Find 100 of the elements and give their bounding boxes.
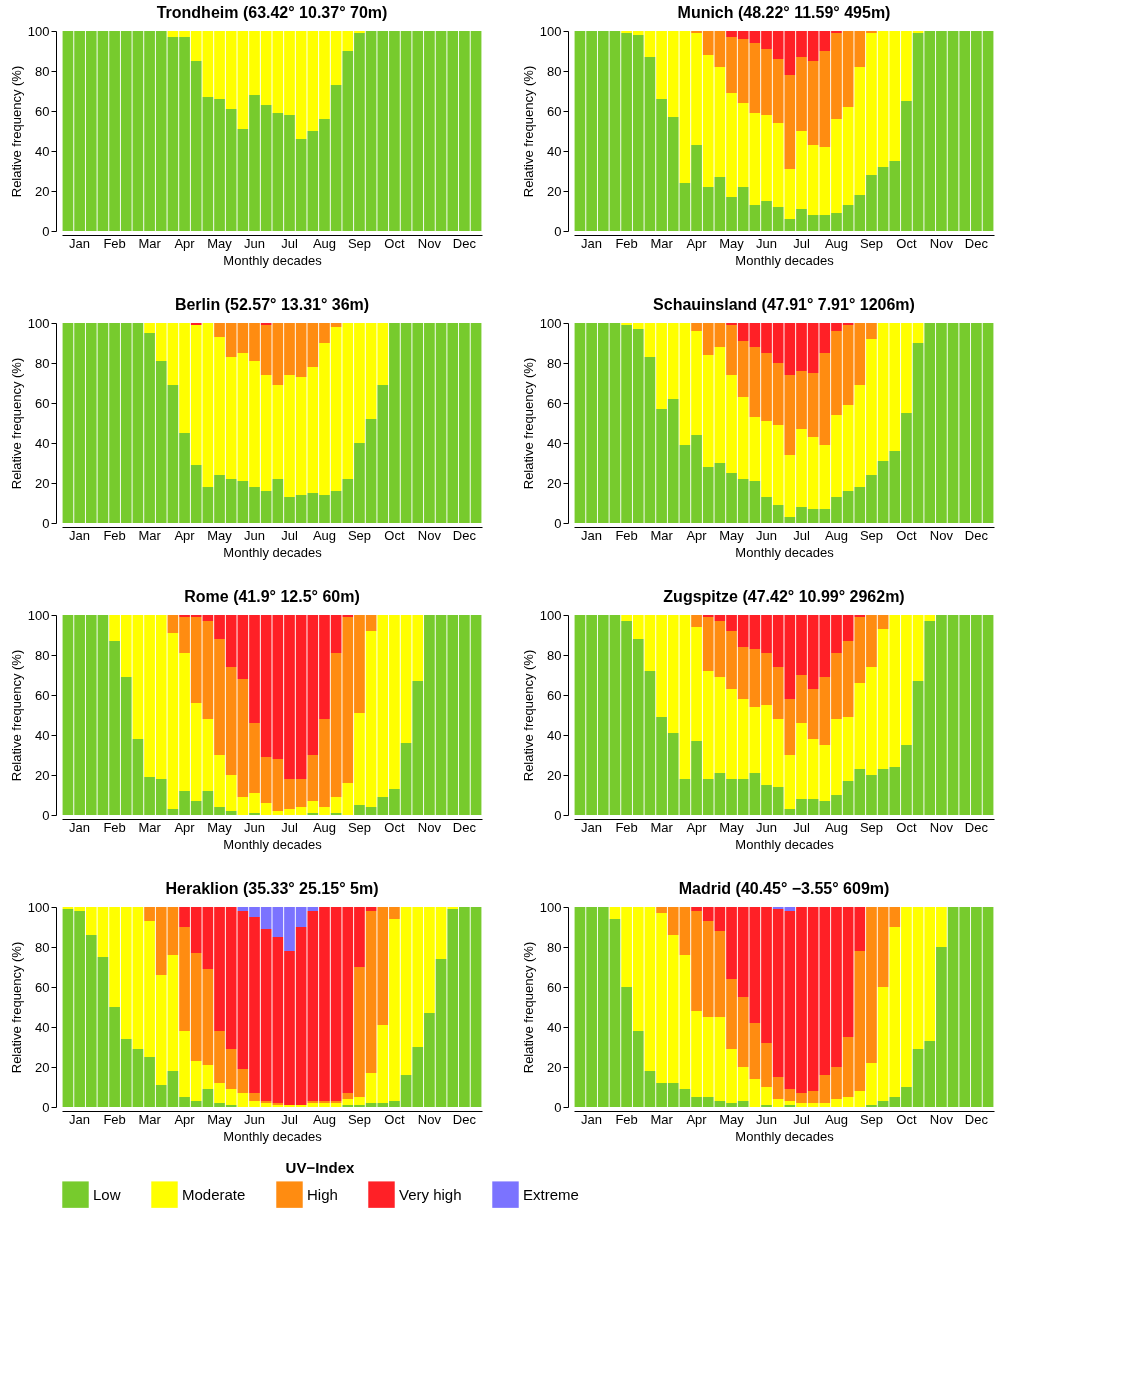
x-tick-label: Jul <box>793 235 810 251</box>
x-tick-label: May <box>719 1111 745 1127</box>
x-tick-label: Dec <box>964 235 989 251</box>
y-tick-label: 100 <box>539 315 562 331</box>
x-tick-label: Jan <box>69 527 91 543</box>
x-tick-label: Oct <box>896 819 917 835</box>
x-tick-label: Mar <box>650 235 674 251</box>
y-tick-label: 60 <box>35 395 50 411</box>
x-tick-label: Jul <box>281 1111 298 1127</box>
x-tick-label: Jan <box>69 819 91 835</box>
y-tick-label: 0 <box>42 223 50 239</box>
chart-title: Zugspitze (47.42° 10.99° 2962m) <box>663 588 905 605</box>
y-tick-label: 80 <box>547 647 562 663</box>
y-tick-label: 0 <box>42 515 50 531</box>
y-tick-label: 80 <box>547 939 562 955</box>
x-tick-label: Nov <box>417 1111 442 1127</box>
y-tick-label: 100 <box>539 899 562 915</box>
y-tick-label: 20 <box>35 1059 50 1075</box>
y-tick-label: 40 <box>35 143 50 159</box>
x-tick-label: May <box>207 819 233 835</box>
x-tick-label: Dec <box>964 527 989 543</box>
x-axis-title: Monthly decades <box>735 252 835 268</box>
x-tick-label: Jun <box>244 819 265 835</box>
x-tick-label: Apr <box>686 235 708 251</box>
x-tick-label: Oct <box>896 235 917 251</box>
y-tick-label: 80 <box>35 63 50 79</box>
y-tick-label: 40 <box>35 1019 50 1035</box>
y-tick-label: 0 <box>554 515 562 531</box>
y-axis-title: Relative frequency (%) <box>8 649 24 782</box>
x-axis-title: Monthly decades <box>735 544 835 560</box>
y-tick-label: 100 <box>27 899 50 915</box>
x-tick-label: Sep <box>859 819 884 835</box>
y-tick-label: 20 <box>35 475 50 491</box>
y-tick-label: 40 <box>547 435 562 451</box>
x-axis-title: Monthly decades <box>223 252 323 268</box>
y-tick-label: 100 <box>27 315 50 331</box>
legend-label: Moderate <box>182 1185 246 1203</box>
x-tick-label: Sep <box>859 235 884 251</box>
x-axis-title: Monthly decades <box>735 836 835 852</box>
y-tick-label: 100 <box>539 23 562 39</box>
y-tick-label: 80 <box>35 355 50 371</box>
y-tick-label: 100 <box>27 23 50 39</box>
y-tick-label: 80 <box>35 647 50 663</box>
x-tick-label: May <box>719 527 745 543</box>
x-tick-label: Oct <box>896 1111 917 1127</box>
x-tick-label: Jun <box>756 235 777 251</box>
x-tick-label: Aug <box>824 235 849 251</box>
x-tick-label: Apr <box>174 235 196 251</box>
x-tick-label: Oct <box>384 527 405 543</box>
y-tick-label: 80 <box>35 939 50 955</box>
x-tick-label: Dec <box>452 527 477 543</box>
y-tick-label: 0 <box>554 807 562 823</box>
y-tick-label: 20 <box>547 767 562 783</box>
y-tick-label: 60 <box>35 687 50 703</box>
y-tick-label: 80 <box>547 63 562 79</box>
x-tick-label: Feb <box>615 527 638 543</box>
x-tick-label: Feb <box>615 235 638 251</box>
x-tick-label: Mar <box>138 819 162 835</box>
x-tick-label: Feb <box>103 1111 126 1127</box>
x-tick-label: Dec <box>452 1111 477 1127</box>
chart-title: Trondheim (63.42° 10.37° 70m) <box>156 4 388 21</box>
x-tick-label: Mar <box>650 819 674 835</box>
legend-label: High <box>307 1185 338 1203</box>
x-axis-title: Monthly decades <box>223 1128 323 1144</box>
y-axis-title: Relative frequency (%) <box>8 65 24 198</box>
y-axis-title: Relative frequency (%) <box>8 357 24 490</box>
x-tick-label: Jul <box>281 527 298 543</box>
y-tick-label: 100 <box>539 607 562 623</box>
y-tick-label: 0 <box>554 1099 562 1115</box>
x-tick-label: Sep <box>347 235 372 251</box>
y-tick-label: 60 <box>547 979 562 995</box>
x-tick-label: Dec <box>964 1111 989 1127</box>
x-tick-label: Jun <box>244 527 265 543</box>
y-tick-label: 40 <box>35 435 50 451</box>
x-tick-label: Apr <box>686 1111 708 1127</box>
legend-label: Extreme <box>523 1185 579 1203</box>
legend-title: UV−Index <box>285 1159 356 1176</box>
x-tick-label: Oct <box>384 235 405 251</box>
x-tick-label: Mar <box>650 527 674 543</box>
y-tick-label: 60 <box>547 395 562 411</box>
x-tick-label: Nov <box>929 527 954 543</box>
x-tick-label: Jun <box>756 527 777 543</box>
y-tick-label: 0 <box>554 223 562 239</box>
chart-title: Schauinsland (47.91° 7.91° 1206m) <box>653 296 915 313</box>
x-tick-label: Jun <box>756 1111 777 1127</box>
chart-title: Heraklion (35.33° 25.15° 5m) <box>165 880 379 897</box>
x-tick-label: Apr <box>686 819 708 835</box>
x-tick-label: Mar <box>138 235 162 251</box>
y-axis-title: Relative frequency (%) <box>8 941 24 1074</box>
x-tick-label: Sep <box>347 819 372 835</box>
chart-title: Berlin (52.57° 13.31° 36m) <box>174 296 370 313</box>
y-axis-title: Relative frequency (%) <box>520 649 536 782</box>
x-tick-label: Feb <box>103 819 126 835</box>
x-tick-label: Jan <box>581 527 603 543</box>
x-tick-label: Mar <box>650 1111 674 1127</box>
x-tick-label: Mar <box>138 1111 162 1127</box>
y-axis-title: Relative frequency (%) <box>520 357 536 490</box>
y-tick-label: 0 <box>42 1099 50 1115</box>
y-tick-label: 20 <box>547 475 562 491</box>
x-tick-label: Jul <box>281 235 298 251</box>
